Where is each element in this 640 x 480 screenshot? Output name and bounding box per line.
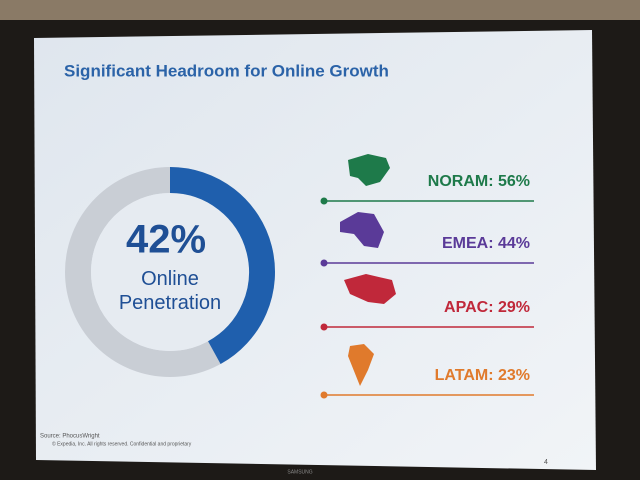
center-value: 42%: [126, 218, 206, 262]
source: Source: PhocusWright: [40, 434, 100, 440]
map-icon: [340, 212, 384, 248]
region-label: EMEA: 44%: [442, 235, 530, 252]
slide-title: Significant Headroom for Online Growth: [64, 61, 389, 80]
page-number: 4: [544, 459, 548, 466]
region-label: APAC: 29%: [444, 299, 530, 316]
copyright: © Expedia, Inc. All rights reserved. Con…: [52, 440, 192, 447]
region-label: NORAM: 56%: [428, 173, 530, 190]
region-dot: [320, 391, 328, 399]
map-icon: [344, 274, 396, 304]
region-dot: [320, 197, 328, 205]
region-dot: [320, 259, 328, 267]
donut-segment: [169, 167, 275, 365]
map-icon: [348, 154, 390, 186]
region-label: LATAM: 23%: [435, 367, 530, 384]
region-dot: [320, 323, 328, 331]
brand: SAMSUNG: [287, 469, 312, 475]
center-label: Online Penetration: [119, 268, 221, 314]
map-icon: [348, 344, 374, 386]
donut-hole: [91, 193, 249, 351]
region-icons: [340, 154, 396, 386]
